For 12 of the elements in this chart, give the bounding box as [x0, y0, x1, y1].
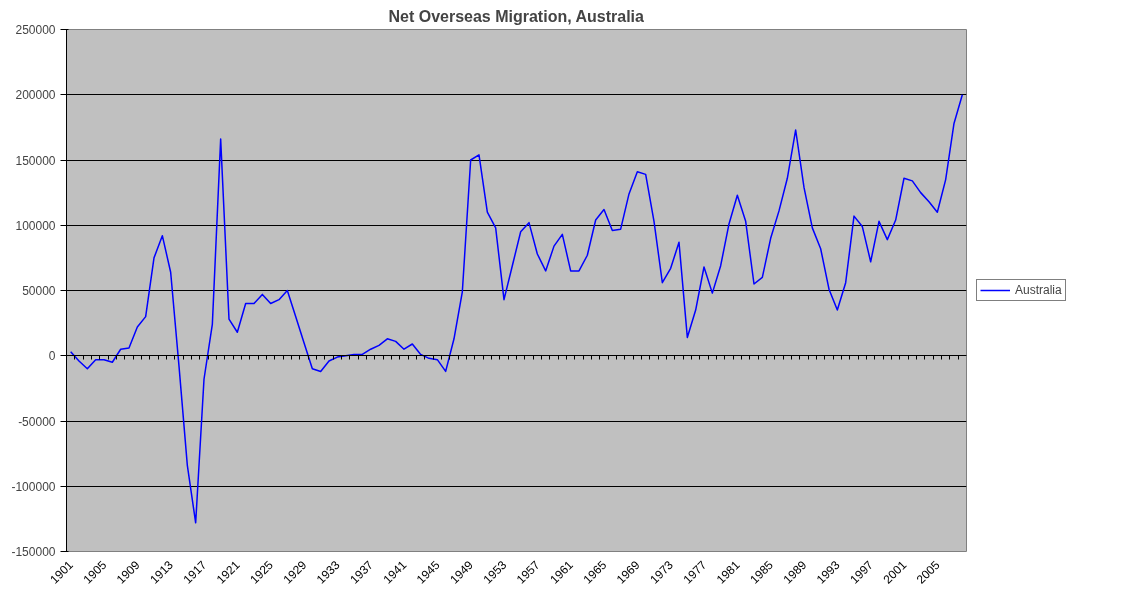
line-series [69, 94, 964, 524]
y-tick-label: 50000 [22, 284, 56, 298]
y-tick-label: 250000 [15, 23, 56, 37]
legend-label: Australia [1015, 283, 1062, 297]
y-tick-label: 150000 [15, 153, 56, 168]
y-tick-label: -150000 [11, 545, 56, 559]
y-tick-label: 200000 [15, 88, 56, 103]
y-tick-label: 100000 [15, 218, 56, 233]
y-tick-label: 0 [48, 349, 56, 364]
y-tick-label: -50000 [18, 414, 56, 429]
y-tick-label: -100000 [11, 479, 56, 494]
chart-title: Net Overseas Migration, Australia [388, 7, 645, 25]
